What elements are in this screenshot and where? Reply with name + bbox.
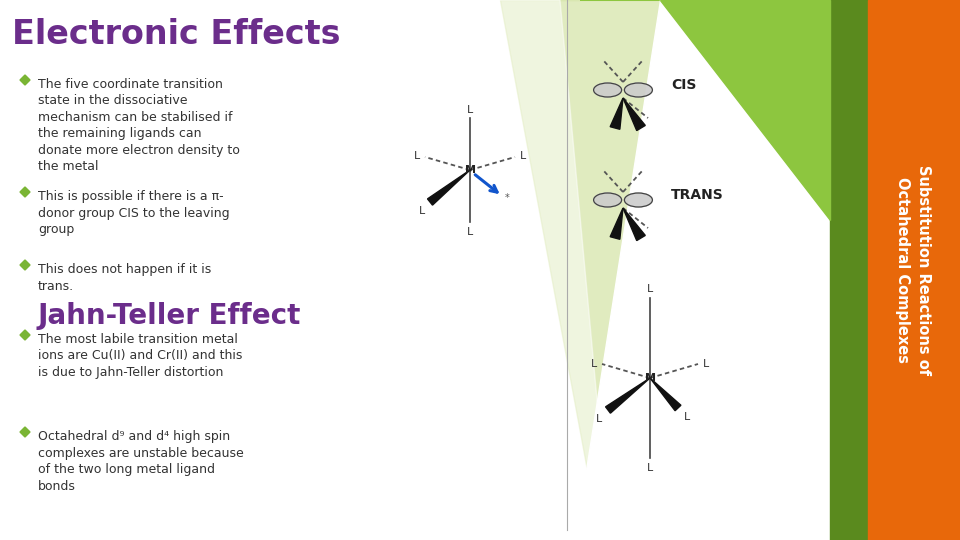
Text: Substitution Reactions of
Octahedral Complexes: Substitution Reactions of Octahedral Com… xyxy=(895,165,931,375)
Ellipse shape xyxy=(624,83,653,97)
Text: L: L xyxy=(419,206,425,216)
Polygon shape xyxy=(20,187,30,197)
Ellipse shape xyxy=(593,83,622,97)
Polygon shape xyxy=(575,0,830,540)
Text: L: L xyxy=(414,151,420,161)
Polygon shape xyxy=(20,427,30,437)
Text: L: L xyxy=(596,414,602,424)
Bar xyxy=(868,0,960,540)
Text: CIS: CIS xyxy=(671,78,696,92)
Bar xyxy=(830,0,960,540)
Polygon shape xyxy=(623,208,645,241)
Text: L: L xyxy=(647,463,653,473)
Polygon shape xyxy=(427,170,470,205)
Bar xyxy=(868,0,960,540)
Text: L: L xyxy=(684,412,690,422)
Text: Electronic Effects: Electronic Effects xyxy=(12,18,341,51)
Text: Jahn-Teller Effect: Jahn-Teller Effect xyxy=(38,302,301,330)
Polygon shape xyxy=(611,208,623,239)
Text: L: L xyxy=(520,151,526,161)
Text: L: L xyxy=(647,284,653,294)
Text: L: L xyxy=(467,227,473,237)
Text: L: L xyxy=(467,105,473,115)
Text: TRANS: TRANS xyxy=(671,188,724,202)
Bar xyxy=(830,0,960,540)
Text: This is possible if there is a π-
donor group CIS to the leaving
group: This is possible if there is a π- donor … xyxy=(38,190,229,236)
Polygon shape xyxy=(20,75,30,85)
Text: M: M xyxy=(465,165,475,175)
Polygon shape xyxy=(606,378,650,413)
Ellipse shape xyxy=(593,193,622,207)
Polygon shape xyxy=(490,0,610,540)
Polygon shape xyxy=(20,330,30,340)
Text: L: L xyxy=(590,359,597,369)
Text: This does not happen if it is
trans.: This does not happen if it is trans. xyxy=(38,263,211,293)
Polygon shape xyxy=(611,98,623,129)
Text: M: M xyxy=(644,373,656,383)
Text: The five coordinate transition
state in the dissociative
mechanism can be stabil: The five coordinate transition state in … xyxy=(38,78,240,173)
Polygon shape xyxy=(500,0,830,540)
Polygon shape xyxy=(623,98,645,131)
Polygon shape xyxy=(20,260,30,270)
Text: Octahedral d⁹ and d⁴ high spin
complexes are unstable because
of the two long me: Octahedral d⁹ and d⁴ high spin complexes… xyxy=(38,430,244,492)
Text: *: * xyxy=(505,193,510,203)
Polygon shape xyxy=(650,378,681,411)
Polygon shape xyxy=(580,0,830,280)
Text: The most labile transition metal
ions are Cu(II) and Cr(II) and this
is due to J: The most labile transition metal ions ar… xyxy=(38,333,242,379)
Polygon shape xyxy=(660,0,830,220)
Text: L: L xyxy=(703,359,709,369)
Ellipse shape xyxy=(624,193,653,207)
